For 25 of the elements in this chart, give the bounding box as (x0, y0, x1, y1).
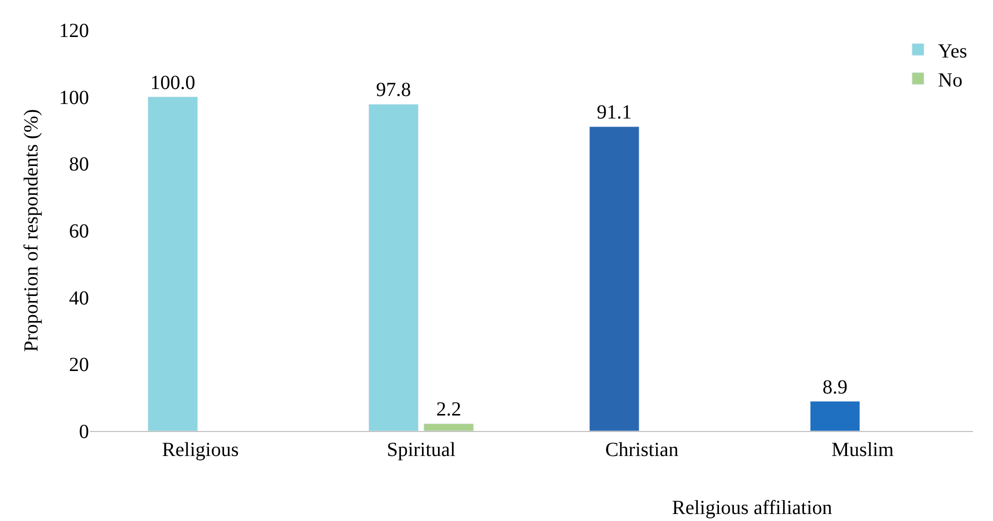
y-tick-label: 60 (69, 220, 89, 242)
bar (368, 104, 419, 431)
legend-label: Yes (938, 40, 968, 62)
data-label: 97.8 (376, 79, 412, 102)
data-label: 100.0 (150, 72, 196, 94)
y-tick-label: 0 (79, 421, 89, 443)
y-tick-label: 20 (69, 354, 89, 376)
y-tick-label: 80 (69, 154, 89, 176)
text: Religious affiliation (672, 497, 832, 519)
bar (589, 126, 640, 431)
x-tick-label: Christian (605, 439, 679, 461)
bar (424, 423, 474, 431)
bar (148, 96, 198, 431)
data-label: 8.9 (822, 376, 848, 398)
y-tick-label: 40 (69, 287, 89, 310)
bar (810, 401, 860, 431)
data-label: 2.2 (436, 398, 462, 421)
x-tick-label: Muslim (832, 439, 894, 461)
y-tick-label: 100 (59, 86, 89, 109)
y-axis-title: Proportion of respondents (%) (20, 109, 42, 352)
data-label: 91.1 (596, 102, 632, 124)
x-tick-label: Religious (162, 439, 239, 461)
y-tick-label: 120 (59, 20, 89, 42)
x-tick-label: Spiritual (386, 439, 456, 461)
legend-label: No (938, 69, 962, 92)
